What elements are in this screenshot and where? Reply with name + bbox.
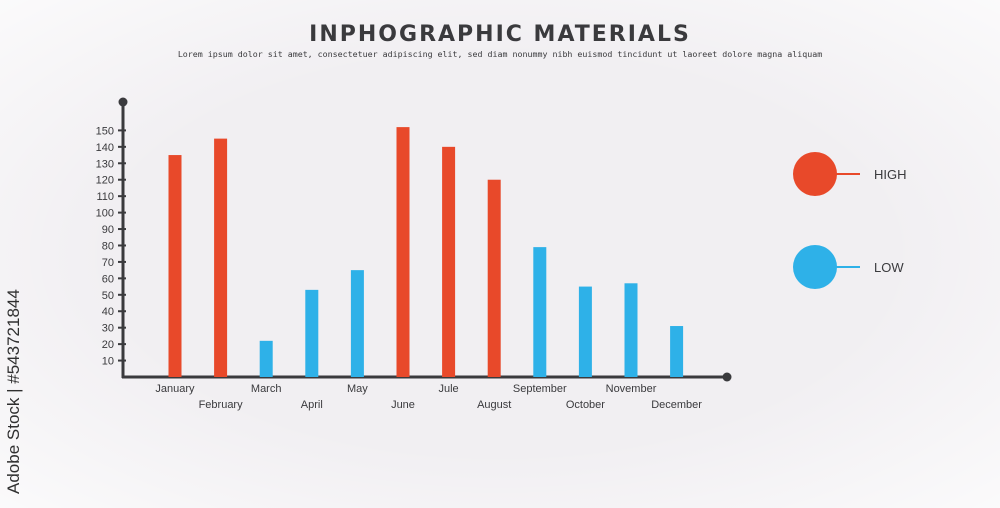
x-tick-label: August: [477, 399, 511, 411]
bar-june: [396, 127, 410, 377]
y-tick-label: 20: [102, 339, 114, 351]
bar-january: [168, 155, 182, 377]
y-tick-label: 80: [102, 240, 114, 252]
y-tick-label: 40: [102, 306, 114, 318]
bar-may: [350, 270, 364, 377]
x-axis-end-dot: [722, 372, 732, 382]
bar-september: [533, 247, 547, 377]
x-tick-label: March: [251, 383, 282, 395]
bar-jule: [442, 146, 456, 377]
legend-low-marker: [793, 245, 837, 289]
bar-february: [214, 138, 228, 377]
y-tick-label: 90: [102, 224, 114, 236]
bar-march: [259, 340, 273, 377]
bar-november: [624, 283, 638, 377]
x-tick-label: January: [155, 383, 195, 395]
y-axis-end-dot: [118, 97, 128, 107]
bar-april: [305, 289, 319, 377]
page-subtitle: Lorem ipsum dolor sit amet, consectetuer…: [177, 49, 823, 59]
y-tick-label: 130: [96, 158, 114, 170]
x-tick-label: April: [301, 399, 323, 411]
x-tick-label: Jule: [439, 383, 459, 395]
x-tick-label: February: [199, 399, 244, 411]
y-tick-label: 50: [102, 290, 114, 302]
legend-high-marker: [793, 152, 837, 196]
x-tick-label: June: [391, 399, 415, 411]
legend-low-label: LOW: [874, 260, 904, 275]
x-tick-label: September: [513, 383, 567, 395]
y-tick-label: 150: [96, 125, 114, 137]
x-tick-label: October: [566, 399, 605, 411]
y-tick-label: 70: [102, 257, 114, 269]
y-tick-label: 30: [102, 323, 114, 335]
y-tick-label: 120: [96, 175, 114, 187]
y-tick-label: 140: [96, 142, 114, 154]
x-tick-label: November: [606, 383, 657, 395]
x-tick-label: December: [651, 399, 702, 411]
bar-august: [487, 179, 501, 377]
bar-october: [578, 286, 592, 377]
y-tick-label: 100: [96, 208, 114, 220]
page-title: INPHOGRAPHIC MATERIALS: [309, 22, 691, 47]
bar-december: [670, 326, 684, 377]
x-tick-label: May: [347, 383, 368, 395]
y-tick-label: 110: [96, 191, 114, 203]
y-tick-label: 60: [102, 273, 114, 285]
y-tick-label: 10: [102, 356, 114, 368]
legend-high-label: HIGH: [874, 167, 907, 182]
